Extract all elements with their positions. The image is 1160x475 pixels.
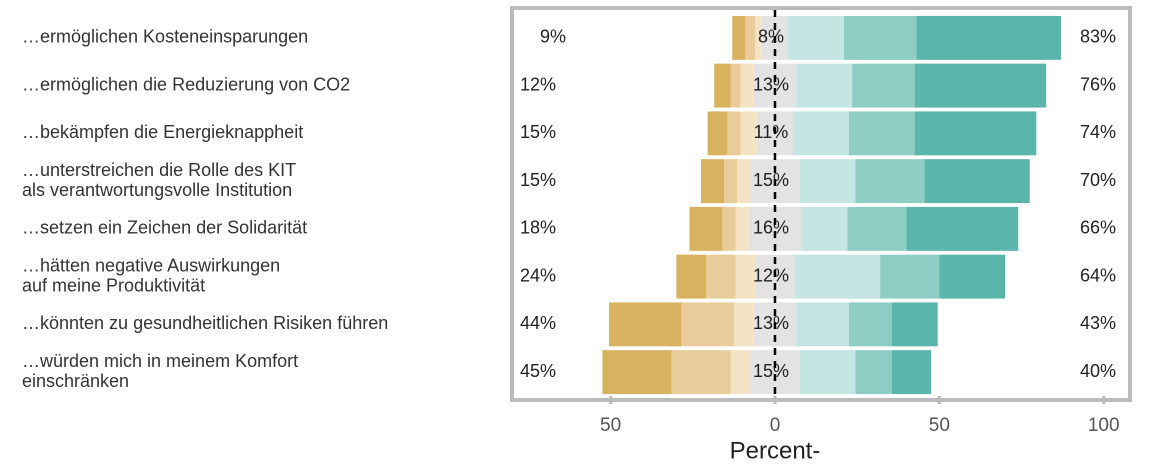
bar-segment	[848, 111, 915, 156]
bar-segment	[714, 63, 731, 108]
bar-segment	[689, 206, 723, 251]
right-total-label: 66%	[1080, 218, 1116, 238]
right-total-label: 40%	[1080, 361, 1116, 381]
bar-segment	[906, 206, 1019, 251]
left-total-label: 18%	[520, 218, 556, 238]
bar-segment	[796, 302, 849, 347]
bar-segment	[750, 350, 800, 395]
bar-segment	[671, 350, 731, 395]
category-label: einschränken	[22, 371, 129, 391]
neutral-label: 15%	[753, 170, 789, 190]
neutral-label: 11%	[754, 122, 789, 142]
neutral-label: 13%	[753, 313, 789, 333]
category-label: auf meine Produktivität	[22, 275, 205, 295]
category-label: …unterstreichen die Rolle des KIT	[22, 160, 296, 180]
left-total-label: 24%	[520, 265, 556, 285]
bar-segment	[939, 254, 1006, 299]
bar-segment	[855, 350, 892, 395]
bar-segment	[924, 159, 1030, 204]
bar-segment	[914, 111, 1037, 156]
bar-segment	[855, 159, 925, 204]
bar-segment	[722, 206, 736, 251]
left-total-label: 44%	[520, 313, 556, 333]
right-total-label: 43%	[1080, 313, 1116, 333]
bar-segment	[788, 15, 845, 60]
neutral-label: 16%	[753, 218, 789, 238]
x-tick-label: 100	[1088, 415, 1120, 436]
bar-segment	[733, 302, 754, 347]
bar-segment	[916, 15, 1061, 60]
bar-segment	[730, 63, 741, 108]
category-label: …setzen ein Zeichen der Solidarität	[22, 218, 307, 238]
category-label: …ermöglichen Kosteneinsparungen	[22, 27, 308, 47]
bar-segment	[745, 15, 756, 60]
bar-segment	[848, 302, 892, 347]
left-total-label: 9%	[540, 27, 566, 47]
left-total-label: 45%	[520, 361, 556, 381]
category-label: …bekämpfen die Energieknappheit	[22, 122, 303, 142]
category-label: als verantwortungsvolle Institution	[22, 180, 292, 200]
bar-segment	[707, 111, 728, 156]
bar-segment	[676, 254, 706, 299]
neutral-label: 13%	[753, 74, 789, 94]
bar-segment	[727, 111, 741, 156]
bar-segment	[794, 254, 881, 299]
bar-segment	[914, 63, 1047, 108]
bar-segment	[799, 350, 856, 395]
neutral-label: 12%	[753, 265, 789, 285]
right-total-label: 70%	[1080, 170, 1116, 190]
bar-segment	[796, 63, 853, 108]
bar-segment	[735, 206, 749, 251]
bar-segment	[891, 350, 932, 395]
bar-segment	[799, 159, 856, 204]
bar-segment	[724, 159, 738, 204]
bar-segment	[891, 302, 938, 347]
bar-segment	[801, 206, 848, 251]
right-total-label: 74%	[1080, 122, 1116, 142]
bar-segment	[730, 350, 751, 395]
category-label: …könnten zu gesundheitlichen Risiken füh…	[22, 313, 388, 333]
bar-segment	[737, 159, 751, 204]
bar-segment	[602, 350, 672, 395]
bar-segment	[852, 63, 915, 108]
neutral-label: 8%	[758, 27, 784, 47]
right-total-label: 83%	[1080, 27, 1116, 47]
right-total-label: 64%	[1080, 265, 1116, 285]
category-label: …ermöglichen die Reduzierung von CO2	[22, 74, 350, 94]
x-tick-label: 0	[770, 415, 781, 436]
bar-segment	[755, 15, 762, 60]
bar-segment	[880, 254, 940, 299]
x-axis-label: Percent-	[730, 437, 821, 464]
left-total-label: 15%	[520, 170, 556, 190]
x-tick-label: 50	[600, 415, 621, 436]
bar-segment	[735, 254, 756, 299]
bar-segment	[740, 63, 754, 108]
category-label: …würden mich in meinem Komfort	[22, 351, 298, 371]
left-total-label: 12%	[520, 74, 556, 94]
bar-segment	[740, 111, 757, 156]
bar-segment	[701, 159, 725, 204]
bar-segment	[753, 63, 797, 108]
x-tick-label: 50	[929, 415, 950, 436]
category-label: …hätten negative Auswirkungen	[22, 255, 280, 275]
bar-segment	[844, 15, 917, 60]
bar-segment	[748, 206, 802, 251]
neutral-label: 15%	[753, 361, 789, 381]
bar-segment	[793, 111, 849, 156]
bar-segment	[681, 302, 734, 347]
bar-segment	[732, 15, 746, 60]
plot-frame	[510, 6, 1132, 402]
bar-segment	[608, 302, 682, 347]
left-total-label: 15%	[520, 122, 556, 142]
bar-segment	[705, 254, 736, 299]
right-total-label: 76%	[1080, 74, 1116, 94]
bar-segment	[847, 206, 907, 251]
